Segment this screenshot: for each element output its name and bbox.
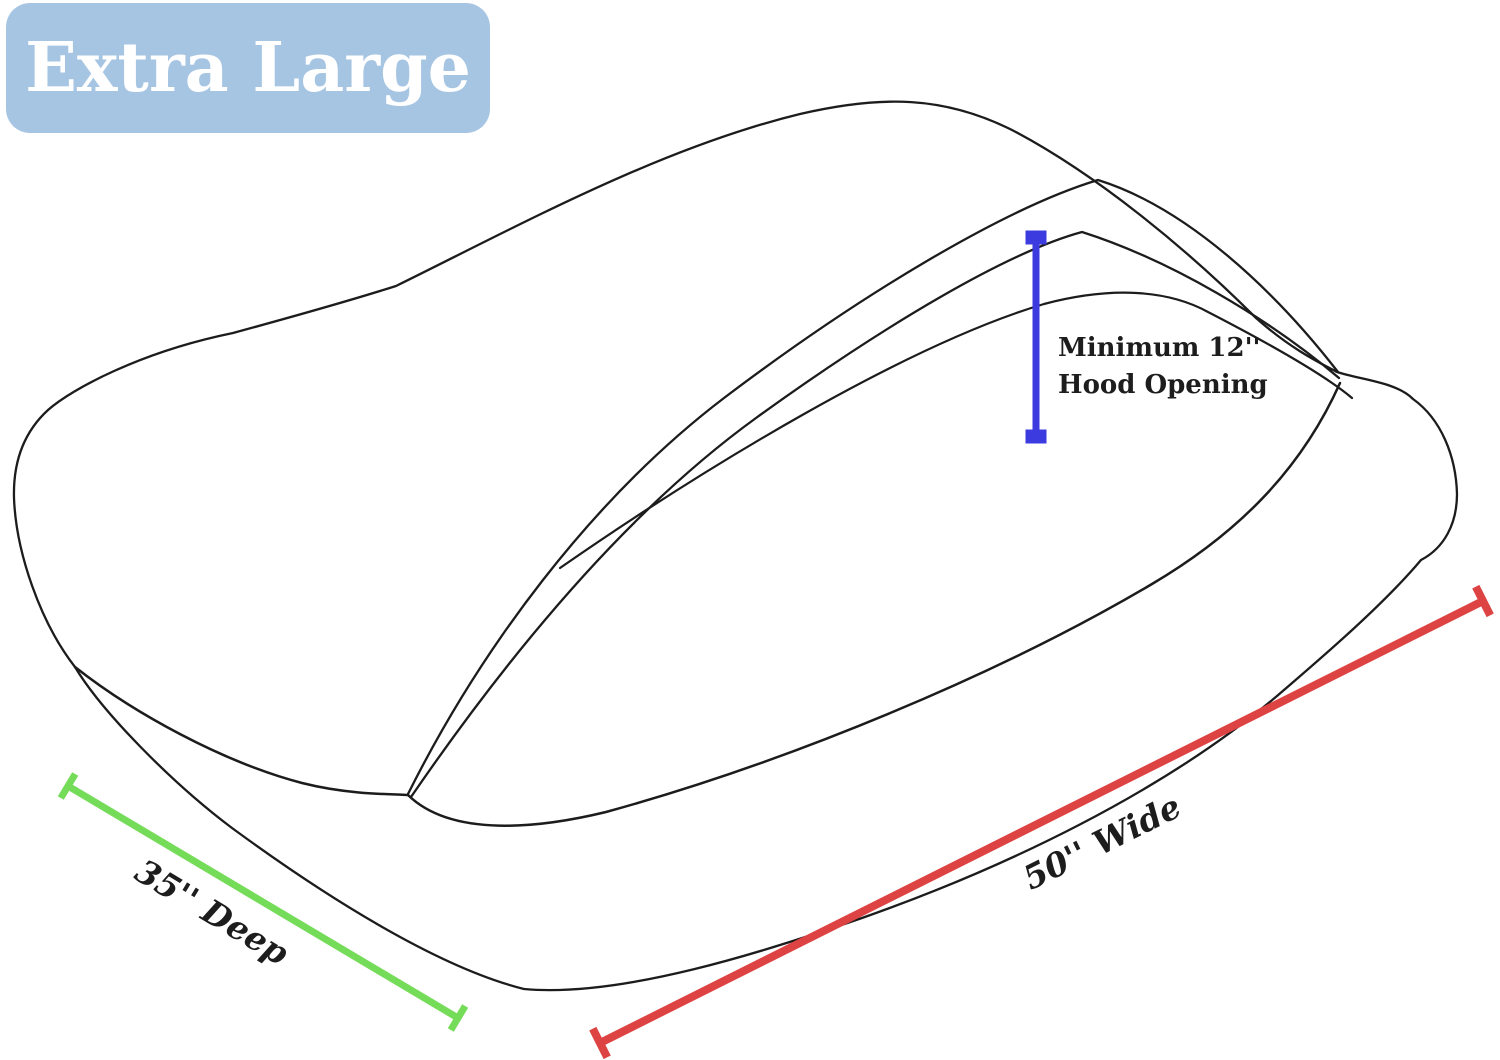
hood-opening-inner-path — [558, 291, 1354, 570]
width-dimension-start-cap — [589, 1026, 611, 1060]
bed-silhouette-path — [12, 100, 1459, 992]
hood-opening-label-line1: Minimum 12'' — [1058, 333, 1261, 363]
width-dimension-line — [589, 584, 1494, 1060]
hood-dimension-bottom-cap — [1025, 429, 1047, 444]
size-badge: Extra Large — [6, 3, 490, 133]
cushion-seam-left-path — [73, 665, 410, 797]
width-dimension-end-cap — [1472, 584, 1494, 618]
hood-opening-label: Minimum 12'' Hood Opening — [1058, 330, 1268, 404]
cushion-seam-right-path — [406, 381, 1342, 827]
hood-rim-inner-path — [409, 230, 1341, 799]
size-badge-label: Extra Large — [25, 28, 471, 108]
depth-dimension-end-cap — [447, 1004, 469, 1032]
hood-rim-outer-path — [406, 178, 1340, 796]
depth-dimension-start-cap — [57, 772, 79, 800]
width-dimension-shaft — [598, 597, 1485, 1047]
hood-opening-label-line2: Hood Opening — [1058, 370, 1268, 400]
hood-dimension-top-cap — [1025, 230, 1047, 245]
depth-dimension-shaft — [66, 782, 460, 1022]
hood-opening-dimension-line — [1025, 230, 1047, 444]
depth-dimension-line — [57, 772, 469, 1032]
bed-outline — [12, 100, 1459, 992]
